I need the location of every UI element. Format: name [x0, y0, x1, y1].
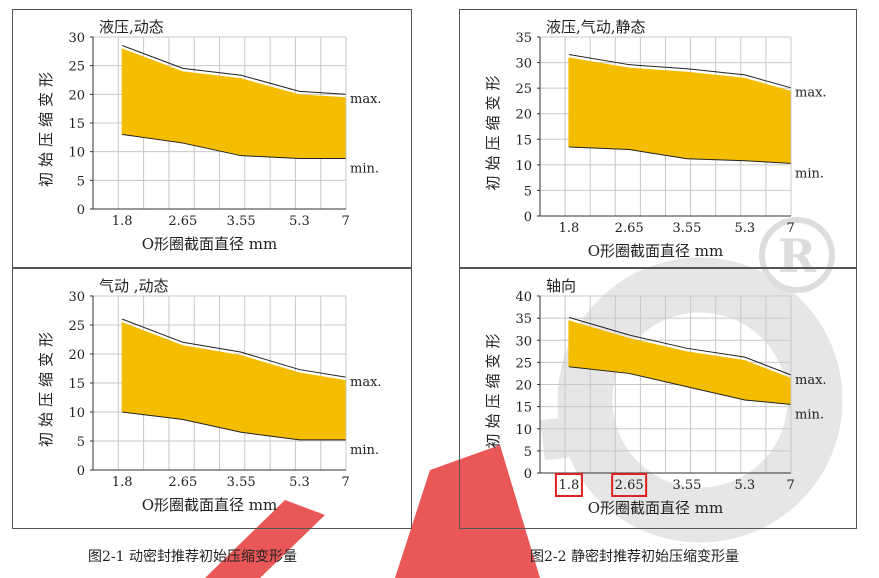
- y-tick-label: 25: [68, 60, 85, 75]
- x-tick-label: 7: [341, 475, 349, 490]
- y-tick-label: 25: [515, 82, 532, 97]
- x-tick-label: 1.8: [112, 475, 133, 490]
- x-tick-label: 7: [341, 214, 349, 229]
- chart-title: 液压,气动,静态: [546, 18, 646, 36]
- x-tick-label: 2.65: [615, 221, 644, 236]
- chart-panel-axial: max. min. 0 5 10 15 20 25 30 35 40 1.8 2.65 3.55 5.3 7 轴…: [459, 268, 857, 529]
- series-label-max: max.: [795, 373, 827, 388]
- y-tick-label: 35: [515, 312, 532, 327]
- chart-title: 气动 ,动态: [99, 277, 169, 295]
- y-tick-label: 30: [68, 31, 85, 46]
- series-label-min: min.: [795, 407, 824, 422]
- series-line-min: [122, 411, 346, 441]
- x-tick-label: 3.55: [673, 478, 702, 493]
- y-tick-label: 10: [68, 146, 85, 161]
- y-tick-label: 40: [515, 290, 532, 305]
- y-tick-label: 30: [68, 290, 85, 305]
- series-line-min: [568, 146, 791, 164]
- y-axis-label: 初始压缩变形: [484, 70, 502, 190]
- x-tick-label: 5.3: [289, 214, 310, 229]
- x-tick-label: 7: [786, 478, 794, 493]
- x-tick-label: 5.3: [734, 221, 755, 236]
- y-tick-label: 25: [515, 356, 532, 371]
- series-line-max: [568, 53, 791, 89]
- chart-pneumatic-dynamic: max. min. 0 5 10 15 20 25 30 1.8 2.65 3.55 5.3 7 气动 ,动…: [37, 277, 382, 514]
- series-label-max: max.: [350, 375, 382, 390]
- chart-title: 轴向: [546, 277, 576, 295]
- y-tick-label: 30: [515, 334, 532, 349]
- x-tick-label: 1.8: [112, 214, 133, 229]
- series-label-min: min.: [350, 443, 379, 458]
- x-tick-label: 3.55: [227, 214, 256, 229]
- y-tick-label: 30: [515, 57, 532, 72]
- y-tick-label: 10: [68, 406, 85, 421]
- y-tick-label: 5: [524, 184, 532, 199]
- y-axis-label: 初始压缩变形: [484, 328, 502, 448]
- x-axis-label: O形圈截面直径 mm: [142, 235, 278, 253]
- x-tick-label: 2.65: [615, 478, 644, 493]
- chart-title: 液压,动态: [99, 18, 164, 36]
- y-tick-label: 5: [77, 174, 85, 189]
- x-axis-label: O形圈截面直径 mm: [142, 496, 278, 514]
- chart-panel-hydraulic-dynamic: max. min. 0 5 10 15 20 25 30 1.8 2.65 3.55 5.3 7 液压,动态…: [12, 9, 412, 268]
- y-tick-label: 20: [515, 108, 532, 123]
- y-tick-label: 5: [77, 435, 85, 450]
- caption-left: 图2-1 动密封推荐初始压缩变形量: [88, 549, 297, 565]
- x-tick-label: 7: [786, 221, 794, 236]
- x-tick-label: 2.65: [168, 475, 197, 490]
- series-line-min: [122, 133, 346, 160]
- y-tick-label: 0: [524, 210, 532, 225]
- x-axis-label: O形圈截面直径 mm: [588, 242, 724, 260]
- series-label-max: max.: [350, 92, 382, 107]
- chart-hydraulic-dynamic: max. min. 0 5 10 15 20 25 30 1.8 2.65 3.55 5.3 7 液压,动态…: [37, 18, 382, 253]
- y-tick-label: 15: [515, 401, 532, 416]
- range-band: [122, 322, 346, 440]
- chart-static: max. min. 0 5 10 15 20 25 30 35 1.8 2.65 3.55 5.3 7 液压,…: [484, 18, 827, 260]
- range-band: [568, 57, 791, 164]
- x-tick-label: 3.55: [227, 475, 256, 490]
- y-axis-label: 初始压缩变形: [37, 67, 55, 187]
- y-tick-label: 10: [515, 423, 532, 438]
- chart-panel-static: max. min. 0 5 10 15 20 25 30 35 1.8 2.65 3.55 5.3 7 液压,…: [459, 9, 857, 268]
- x-axis-label: O形圈截面直径 mm: [588, 499, 724, 517]
- y-tick-label: 15: [515, 133, 532, 148]
- y-tick-label: 15: [68, 377, 85, 392]
- y-tick-label: 20: [515, 379, 532, 394]
- y-tick-label: 20: [68, 348, 85, 363]
- y-axis-label: 初始压缩变形: [37, 327, 55, 447]
- y-tick-label: 10: [515, 159, 532, 174]
- y-tick-label: 0: [77, 464, 85, 479]
- y-tick-label: 15: [68, 117, 85, 132]
- y-tick-label: 0: [524, 467, 532, 482]
- series-label-max: max.: [795, 86, 827, 101]
- y-tick-label: 20: [68, 88, 85, 103]
- x-tick-label: 2.65: [168, 214, 197, 229]
- x-tick-label: 5.3: [289, 475, 310, 490]
- y-tick-label: 5: [524, 445, 532, 460]
- range-band: [122, 48, 346, 159]
- series-line-max: [121, 318, 346, 378]
- y-tick-label: 35: [515, 31, 532, 46]
- y-tick-label: 25: [68, 319, 85, 334]
- x-tick-label: 1.8: [559, 221, 580, 236]
- y-tick-label: 0: [77, 203, 85, 218]
- chart-axial: max. min. 0 5 10 15 20 25 30 35 40 1.8 2.65 3.55 5.3 7 轴…: [484, 277, 827, 517]
- series-label-min: min.: [795, 166, 824, 181]
- caption-right: 图2-2 静密封推荐初始压缩变形量: [530, 549, 739, 565]
- x-tick-label: 3.55: [673, 221, 702, 236]
- series-line-max: [121, 44, 346, 95]
- x-tick-label: 5.3: [734, 478, 755, 493]
- series-label-min: min.: [350, 162, 379, 177]
- x-tick-label: 1.8: [559, 478, 580, 493]
- chart-panel-pneumatic-dynamic: max. min. 0 5 10 15 20 25 30 1.8 2.65 3.55 5.3 7 气动 ,动…: [12, 268, 412, 529]
